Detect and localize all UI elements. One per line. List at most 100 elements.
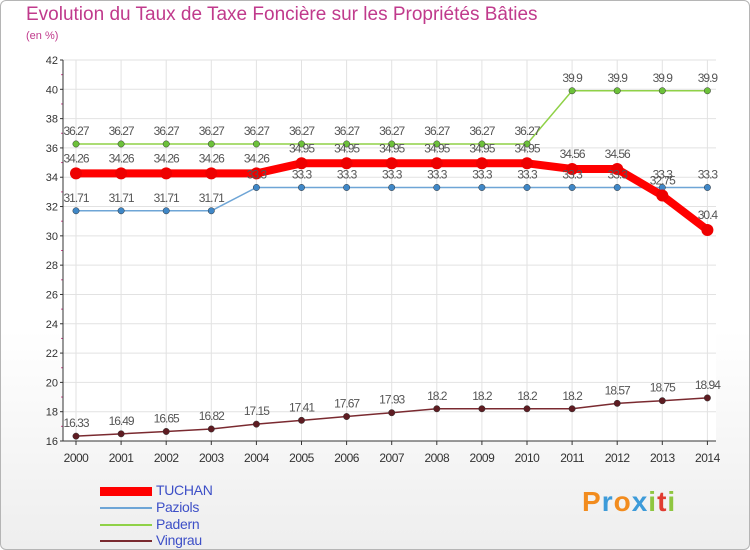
y-tick-label: 22 <box>46 348 58 360</box>
data-point-tuchan <box>205 167 218 180</box>
data-label-vingrau: 18.94 <box>695 378 721 392</box>
data-point-padern <box>568 87 576 95</box>
data-point-vingrau <box>343 413 351 420</box>
data-point-padern <box>478 140 486 148</box>
data-label-paziols: 33.3 <box>653 167 674 181</box>
data-point-vingrau <box>703 394 711 402</box>
data-point-paziols <box>433 184 441 191</box>
y-tick-label: 26 <box>46 289 58 301</box>
data-point-tuchan <box>385 157 398 170</box>
data-point-paziols <box>613 184 621 191</box>
data-label-tuchan: 34.26 <box>154 151 180 165</box>
y-tick-label: 38 <box>46 114 58 126</box>
legend-swatch <box>100 540 152 542</box>
data-label-tuchan: 34.26 <box>244 151 270 165</box>
x-tick-label: 2011 <box>560 451 585 465</box>
y-tick-label: 18 <box>46 407 58 419</box>
data-label-tuchan: 34.95 <box>424 141 450 155</box>
data-label-paziols: 31.71 <box>154 191 180 205</box>
data-label-paziols: 31.71 <box>63 191 89 205</box>
data-label-vingrau: 18.57 <box>605 383 631 397</box>
data-point-vingrau <box>72 432 80 440</box>
data-point-vingrau <box>613 399 621 407</box>
x-tick-label: 2012 <box>605 451 631 465</box>
x-tick-label: 2000 <box>64 451 90 465</box>
x-tick-label: 2004 <box>244 451 270 465</box>
data-label-tuchan: 34.26 <box>109 151 135 165</box>
data-point-tuchan <box>340 157 353 170</box>
data-point-padern <box>72 140 80 148</box>
x-tick-label: 2010 <box>515 451 541 465</box>
data-point-vingrau <box>162 428 170 435</box>
legend-swatch <box>100 487 152 496</box>
x-tick-label: 2008 <box>424 451 450 465</box>
data-point-padern <box>117 140 125 148</box>
data-point-tuchan <box>611 163 624 176</box>
data-point-vingrau <box>117 430 125 438</box>
logo-letter: i <box>667 486 677 517</box>
data-label-paziols: 33.3 <box>472 167 493 181</box>
y-tick-label: 24 <box>46 319 58 331</box>
data-label-paziols: 33.3 <box>337 167 358 181</box>
data-point-padern <box>658 87 666 95</box>
grid <box>63 59 716 442</box>
data-label-tuchan: 34.95 <box>514 141 540 155</box>
data-label-paziols: 31.71 <box>109 191 135 205</box>
data-point-vingrau <box>658 397 666 405</box>
data-point-padern <box>703 87 711 95</box>
y-tick-label: 30 <box>46 231 58 243</box>
x-tick-label: 2002 <box>154 451 180 465</box>
data-label-padern: 36.27 <box>154 124 180 138</box>
data-label-vingrau: 17.67 <box>334 397 360 411</box>
data-point-tuchan <box>295 157 308 170</box>
data-label-paziols: 33.3 <box>562 167 583 181</box>
data-label-padern: 39.9 <box>562 71 583 85</box>
data-point-tuchan <box>656 189 669 202</box>
data-label-paziols: 33.3 <box>608 167 629 181</box>
data-point-paziols <box>207 207 215 215</box>
data-point-vingrau <box>523 405 531 413</box>
legend-swatch <box>100 524 152 526</box>
data-point-padern <box>298 140 305 148</box>
logo-letter: i <box>648 486 658 517</box>
data-label-tuchan: 34.56 <box>560 147 586 161</box>
data-label-vingrau: 17.41 <box>289 400 315 414</box>
data-point-padern <box>433 140 441 148</box>
data-point-padern <box>613 87 621 95</box>
y-tick-label: 40 <box>46 84 58 96</box>
data-label-padern: 36.27 <box>289 124 315 138</box>
data-label-padern: 39.9 <box>653 71 674 85</box>
data-label-vingrau: 16.65 <box>154 411 180 425</box>
data-point-paziols <box>343 184 351 191</box>
data-label-vingrau: 16.33 <box>63 416 89 430</box>
data-point-paziols <box>162 207 170 215</box>
data-point-tuchan <box>250 167 263 180</box>
data-point-padern <box>162 140 170 148</box>
proxiti-logo: Proxiti <box>582 486 676 518</box>
data-label-vingrau: 18.2 <box>427 389 448 403</box>
data-label-vingrau: 18.75 <box>650 381 676 395</box>
data-point-paziols <box>117 207 125 215</box>
data-point-vingrau <box>298 416 305 424</box>
unit-label: (en %) <box>26 30 59 42</box>
data-label-padern: 39.9 <box>608 71 629 85</box>
data-label-tuchan: 34.95 <box>289 141 315 155</box>
data-point-tuchan <box>701 223 714 236</box>
x-tick-label: 2006 <box>334 451 360 465</box>
data-label-vingrau: 17.93 <box>379 393 405 407</box>
data-point-vingrau <box>252 420 260 428</box>
series-group <box>70 87 714 440</box>
data-point-padern <box>523 140 531 148</box>
chart-title: Evolution du Taux de Taxe Foncière sur l… <box>26 4 538 25</box>
data-label-paziols: 33.3 <box>698 167 719 181</box>
data-label-vingrau: 18.2 <box>517 389 538 403</box>
data-label-paziols: 33.3 <box>292 167 313 181</box>
data-point-tuchan <box>70 167 82 180</box>
data-label-padern: 36.27 <box>379 124 405 138</box>
axes: 16 18 20 22 24 26 28 30 32 34 36 38 40 42 2000 2001 2002… <box>46 55 721 465</box>
data-point-vingrau <box>568 405 576 413</box>
data-label-tuchan: 30.4 <box>698 208 719 222</box>
data-label-padern: 36.27 <box>424 124 450 138</box>
data-point-padern <box>388 140 396 148</box>
y-tick-label: 34 <box>46 172 58 184</box>
